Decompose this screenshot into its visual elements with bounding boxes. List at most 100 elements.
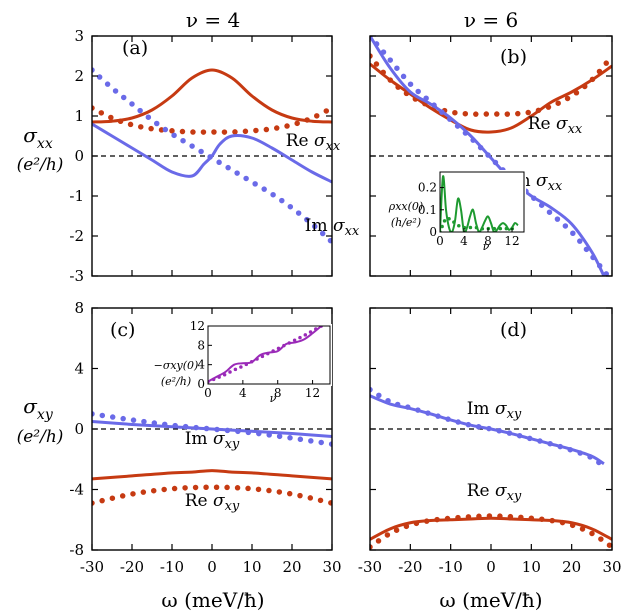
y-tick-label: -1 — [69, 187, 84, 205]
inset-frame — [207, 325, 331, 385]
inset-y-tick-label: 0 — [429, 225, 437, 239]
series-im-dotted — [370, 386, 607, 470]
series-re-solid — [92, 469, 332, 481]
series-im-dotted — [92, 411, 332, 447]
y-tick-label: -4 — [69, 481, 84, 499]
inset-y-label: (h/e²) — [391, 216, 421, 229]
row-label-xx-main: σ — [23, 123, 38, 147]
panels: -3 -2 -1 0 1 2 3 (a) Re σxx Im σxx (b) Re σxx Im σxx… — [69, 27, 621, 576]
inset-x-tick-label: 12 — [504, 234, 519, 248]
row-label-sigma-xx: σxx (e²/h) — [17, 123, 64, 175]
panel-c: -30 -20 -10 0 10 20 30 -8 -4 0 4 8 (c) Im σxy Re σxy — [69, 299, 341, 576]
x-tick-label: 10 — [522, 558, 541, 576]
inset-y-tick-label: 0 — [197, 377, 205, 391]
series-re-dotted — [92, 105, 332, 135]
annotation: Im σxy — [467, 399, 522, 422]
panel-a: -3 -2 -1 0 1 2 3 (a) Re σxx Im σxx — [69, 27, 360, 285]
inset-frame — [439, 171, 525, 233]
inset-x-tick-label: 8 — [484, 234, 492, 248]
x-tick-label: -20 — [398, 558, 422, 576]
annotation: Re σxx — [286, 131, 341, 154]
x-tick-label: -20 — [120, 558, 144, 576]
row-label-xx-sub: xx — [37, 136, 53, 152]
y-tick-label: -3 — [69, 267, 84, 285]
panel-label: (a) — [122, 37, 148, 59]
y-tick-label: 3 — [74, 27, 84, 45]
row-label-xy-main: σ — [23, 394, 38, 418]
x-tick-label: -10 — [160, 558, 184, 576]
column-title-nu6: ν = 6 — [464, 8, 518, 32]
series-re-solid — [370, 516, 612, 541]
inset-series-solid — [440, 175, 519, 232]
x-tick-label: 30 — [602, 558, 621, 576]
series-re-dotted — [370, 513, 612, 550]
inset-x-tick-label: 4 — [239, 386, 247, 400]
panel-label: (b) — [500, 46, 527, 68]
inset-series-solid — [208, 326, 322, 383]
inset-x-tick-label: 0 — [436, 234, 444, 248]
annotation: Re σxy — [467, 481, 522, 504]
inset-inset-c: 0 4 8 12 0 4 8 12 ν −σxy(0) (e²/h) — [154, 319, 332, 405]
inset-y-tick-label: 8 — [197, 338, 205, 352]
inset-x-label: ν — [270, 392, 277, 405]
x-axis-title-left: ω (meV/ħ) — [161, 588, 264, 612]
x-tick-label: 20 — [282, 558, 301, 576]
panel-d: -30 -20 -10 0 10 20 30 (d) Im σxy Re σxy — [358, 307, 622, 576]
panel-label: (c) — [110, 319, 135, 341]
svg-text:σxy: σxy — [23, 394, 54, 423]
row-label-xy-unit: (e²/h) — [17, 427, 64, 447]
y-tick-label: 0 — [74, 147, 84, 165]
x-tick-label: 0 — [207, 558, 217, 576]
inset-y-tick-label: 0.1 — [418, 203, 437, 217]
annotation: Re σxy — [185, 491, 240, 514]
inset-x-tick-label: 4 — [460, 234, 468, 248]
x-tick-label: 10 — [242, 558, 261, 576]
inset-x-tick-label: 8 — [274, 386, 282, 400]
y-tick-label: 1 — [74, 107, 84, 125]
inset-y-tick-label: 0.2 — [418, 181, 437, 195]
series-re-dotted — [92, 484, 332, 506]
series-im-dotted — [92, 67, 332, 245]
column-title-nu4: ν = 4 — [186, 8, 240, 32]
inset-y-label: −σxy(0) — [154, 359, 199, 372]
inset-x-label: ν — [483, 240, 490, 253]
inset-y-tick-label: 4 — [197, 358, 205, 372]
series-im-solid — [92, 419, 332, 439]
x-tick-label: -30 — [358, 558, 382, 576]
row-label-xx-unit: (e²/h) — [17, 155, 64, 175]
x-tick-label: 30 — [322, 558, 341, 576]
series-im-dotted — [370, 36, 611, 276]
inset-y-label: ρxx(0) — [388, 200, 423, 213]
inset-series-dotted — [208, 326, 324, 384]
row-label-xy-sub: xy — [37, 407, 54, 423]
inset-x-tick-label: 0 — [204, 386, 212, 400]
y-tick-label: 0 — [74, 420, 84, 438]
inset-y-label: (e²/h) — [161, 375, 191, 388]
panel-label: (d) — [500, 319, 527, 341]
y-tick-label: 8 — [74, 299, 84, 317]
series-im-solid — [370, 36, 606, 276]
annotation: Re σxx — [528, 114, 583, 137]
annotation: Im σxx — [305, 216, 360, 239]
inset-x-tick-label: 12 — [305, 386, 320, 400]
inset-series-dotted — [440, 216, 520, 232]
y-tick-label: -8 — [69, 541, 84, 559]
x-tick-label: -30 — [80, 558, 104, 576]
annotation: Im σxy — [185, 429, 240, 452]
x-tick-label: 0 — [486, 558, 496, 576]
x-axis-title-right: ω (meV/ħ) — [439, 588, 542, 612]
series-re-dotted — [370, 53, 612, 117]
x-tick-label: 20 — [562, 558, 581, 576]
series-re-solid — [92, 68, 332, 124]
inset-inset-b: 0 4 8 12 0 0.1 0.2 ν ρxx(0) (h/e²) — [388, 170, 526, 253]
y-tick-label: 4 — [74, 360, 84, 378]
series-re-solid — [370, 62, 612, 134]
inset-y-tick-label: 12 — [190, 319, 205, 333]
svg-text:σxx: σxx — [23, 123, 53, 152]
x-tick-label: -10 — [439, 558, 463, 576]
row-label-sigma-xy: σxy (e²/h) — [17, 394, 64, 447]
y-tick-label: -2 — [69, 227, 84, 245]
y-tick-label: 2 — [74, 67, 84, 85]
